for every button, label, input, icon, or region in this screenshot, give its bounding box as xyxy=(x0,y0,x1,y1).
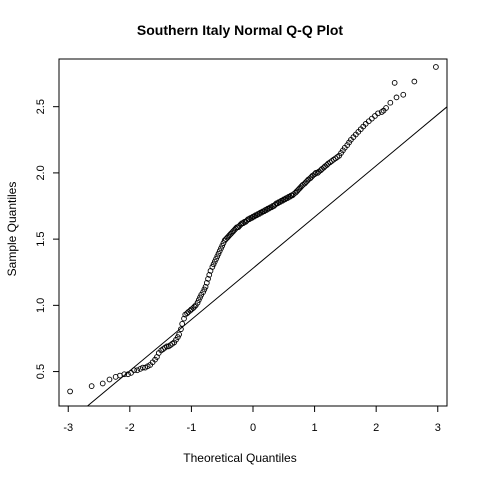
axis-ticks: -3 -2 -1 0 1 2 3 0.5 1.0 1.5 2.0 2.5 xyxy=(35,99,441,434)
y-tick-label: 0.5 xyxy=(35,364,47,379)
data-point xyxy=(181,315,187,322)
x-tick-label: 0 xyxy=(250,422,256,434)
data-point xyxy=(372,113,378,119)
plot-frame xyxy=(58,58,448,407)
x-tick-label: -2 xyxy=(125,422,135,434)
x-tick-label: -3 xyxy=(63,422,73,434)
data-point xyxy=(163,343,170,350)
data-point xyxy=(219,242,226,249)
data-point xyxy=(134,367,141,374)
data-point xyxy=(191,303,198,310)
data-point xyxy=(375,110,381,117)
data-point xyxy=(175,334,181,340)
data-point xyxy=(178,326,184,333)
data-point xyxy=(131,367,137,374)
data-point xyxy=(200,289,206,295)
data-point xyxy=(312,170,319,176)
data-point xyxy=(411,78,418,85)
y-tick-label: 1.5 xyxy=(35,231,47,246)
x-tick-label: 3 xyxy=(435,422,441,434)
data-point xyxy=(195,297,202,303)
x-tick-label: 2 xyxy=(373,422,379,434)
data-point xyxy=(400,91,407,98)
data-point xyxy=(99,380,106,387)
data-point xyxy=(139,364,146,371)
data-point xyxy=(209,264,216,270)
data-point xyxy=(205,276,211,282)
data-point xyxy=(308,174,315,180)
data-point xyxy=(202,283,209,290)
x-tick-label: -1 xyxy=(187,422,197,434)
y-tick-label: 2.5 xyxy=(35,99,47,114)
data-point xyxy=(216,248,223,254)
data-point xyxy=(387,99,394,106)
chart-title: Southern Italy Normal Q-Q Plot xyxy=(136,22,344,38)
data-point xyxy=(121,371,128,378)
data-point xyxy=(380,107,387,114)
x-axis-label: Theoretical Quantiles xyxy=(183,451,297,465)
data-point xyxy=(210,261,217,268)
data-point xyxy=(220,240,227,246)
data-point xyxy=(393,94,400,101)
y-axis-label: Sample Quantiles xyxy=(5,181,19,277)
data-point xyxy=(106,376,113,383)
data-point xyxy=(365,118,372,125)
data-point xyxy=(203,279,210,286)
data-point xyxy=(206,272,213,278)
data-point xyxy=(201,286,208,293)
data-point xyxy=(197,294,203,301)
data-point xyxy=(67,388,73,395)
data-point xyxy=(213,256,219,262)
data-point xyxy=(311,171,318,178)
data-point xyxy=(433,64,439,70)
x-tick-label: 1 xyxy=(312,422,318,434)
data-point xyxy=(179,321,186,327)
data-point xyxy=(194,299,201,306)
data-point xyxy=(211,258,218,265)
data-point xyxy=(218,245,224,252)
data-point xyxy=(214,253,221,260)
data-points xyxy=(67,64,439,395)
data-point xyxy=(176,331,182,338)
reference-line xyxy=(87,106,448,407)
data-point xyxy=(391,79,398,86)
data-point xyxy=(215,250,222,257)
y-tick-label: 2.0 xyxy=(35,165,47,180)
data-point xyxy=(369,115,375,122)
y-tick-label: 1.0 xyxy=(35,298,47,313)
data-point xyxy=(88,383,95,389)
